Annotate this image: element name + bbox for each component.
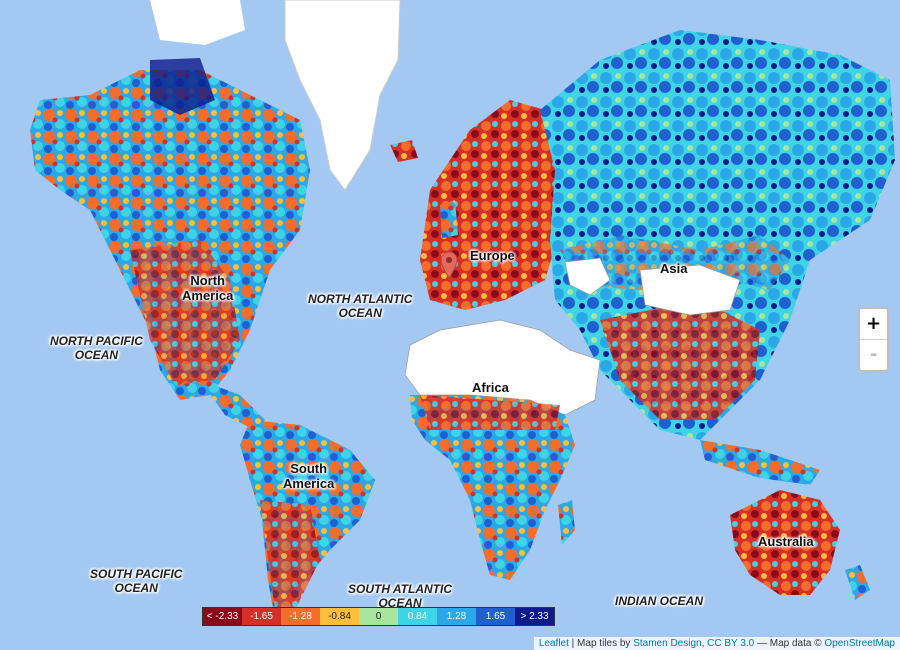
stamen-link[interactable]: Stamen Design — [633, 638, 702, 649]
ocean-label-indian: INDIAN OCEAN — [615, 594, 704, 608]
legend-item: > 2.33 — [515, 608, 554, 625]
osm-link[interactable]: OpenStreetMap — [824, 638, 895, 649]
color-legend: < -2.33 -1.65 -1.28 -0.84 0 0.84 1.28 1.65 > 2.3… — [202, 607, 555, 626]
continent-label-australia: Australia — [758, 534, 814, 549]
continent-label-south-america: South America — [283, 461, 335, 491]
attribution-text-3: — Map data © — [754, 638, 825, 649]
legend-item: 1.28 — [437, 608, 476, 625]
zoom-in-button[interactable]: + — [865, 313, 882, 334]
legend-item: -1.65 — [242, 608, 281, 625]
attribution-text-2: , — [701, 638, 708, 649]
legend-item: < -2.33 — [203, 608, 242, 625]
ocean-label-south-pacific: SOUTH PACIFIC OCEAN — [90, 567, 183, 595]
zoom-control: + - — [858, 307, 889, 372]
ocean-label-north-atlantic: NORTH ATLANTIC OCEAN — [308, 292, 413, 320]
continent-label-north-america: North America — [182, 273, 234, 303]
legend-item: 0.84 — [398, 608, 437, 625]
continent-label-asia: Asia — [660, 261, 688, 276]
attribution-text-1: | Map tiles by — [568, 638, 634, 649]
continent-label-africa: Africa — [472, 380, 509, 395]
legend-item: -1.28 — [281, 608, 320, 625]
map-pin-icon[interactable] — [440, 251, 458, 283]
legend-item: -0.84 — [320, 608, 359, 625]
legend-item: 1.65 — [476, 608, 515, 625]
continent-label-europe: Europe — [470, 248, 515, 263]
legend-item: 0 — [359, 608, 398, 625]
zoom-out-button[interactable]: - — [860, 339, 887, 370]
ocean-label-north-pacific: NORTH PACIFIC OCEAN — [50, 334, 143, 362]
cc-link[interactable]: CC BY 3.0 — [707, 638, 755, 649]
leaflet-link[interactable]: Leaflet — [538, 638, 569, 649]
attribution: Leaflet | Map tiles by Stamen Design, CC… — [533, 637, 900, 650]
ocean-label-south-atlantic: SOUTH ATLANTIC OCEAN — [348, 582, 452, 610]
